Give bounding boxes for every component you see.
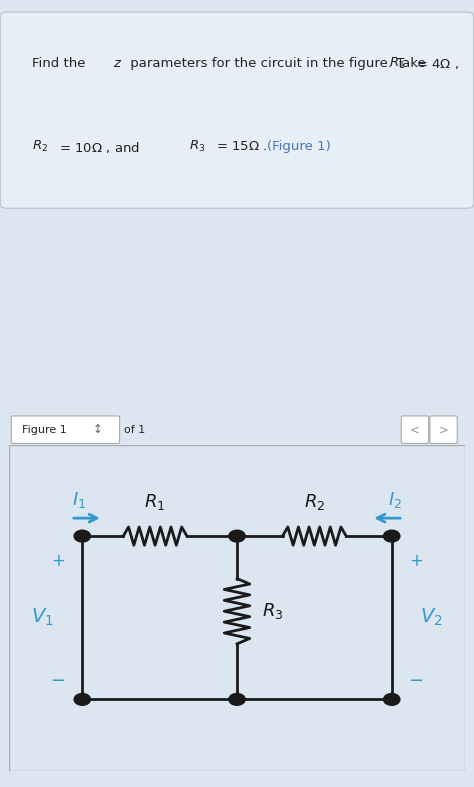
FancyBboxPatch shape	[430, 416, 457, 443]
Text: z: z	[113, 57, 120, 70]
Text: <: <	[410, 423, 420, 436]
Text: $V_1$: $V_1$	[31, 607, 54, 628]
Text: $R_1$: $R_1$	[390, 55, 406, 71]
FancyBboxPatch shape	[401, 416, 428, 443]
Circle shape	[229, 530, 245, 542]
Text: +: +	[51, 552, 65, 570]
Text: $R_3$: $R_3$	[262, 601, 283, 621]
FancyBboxPatch shape	[0, 12, 474, 209]
Text: ↕: ↕	[92, 423, 102, 436]
Circle shape	[383, 693, 400, 705]
FancyBboxPatch shape	[11, 416, 119, 443]
Text: $R_2$: $R_2$	[304, 492, 325, 512]
Text: = 4$\Omega$ ,: = 4$\Omega$ ,	[412, 57, 459, 72]
Text: $V_2$: $V_2$	[420, 607, 443, 628]
Text: $R_3$: $R_3$	[189, 139, 206, 153]
Circle shape	[74, 693, 91, 705]
Text: of 1: of 1	[124, 425, 146, 434]
Text: $R_1$: $R_1$	[145, 492, 166, 512]
Text: $I_2$: $I_2$	[388, 490, 402, 510]
Text: −: −	[51, 672, 66, 690]
Circle shape	[74, 530, 91, 542]
Text: = 10$\Omega$ , and: = 10$\Omega$ , and	[55, 140, 141, 155]
Text: = 15$\Omega$ .: = 15$\Omega$ .	[212, 140, 269, 153]
Text: $R_2$: $R_2$	[32, 139, 48, 153]
Text: +: +	[409, 552, 423, 570]
Text: Find the: Find the	[32, 57, 90, 70]
Circle shape	[383, 530, 400, 542]
Text: parameters for the circuit in the figure. Take: parameters for the circuit in the figure…	[126, 57, 429, 70]
Text: −: −	[408, 672, 423, 690]
Text: >: >	[438, 423, 448, 436]
Circle shape	[229, 693, 245, 705]
Text: Figure 1: Figure 1	[22, 425, 67, 434]
Text: (Figure 1): (Figure 1)	[266, 140, 330, 153]
Text: $I_1$: $I_1$	[72, 490, 86, 510]
